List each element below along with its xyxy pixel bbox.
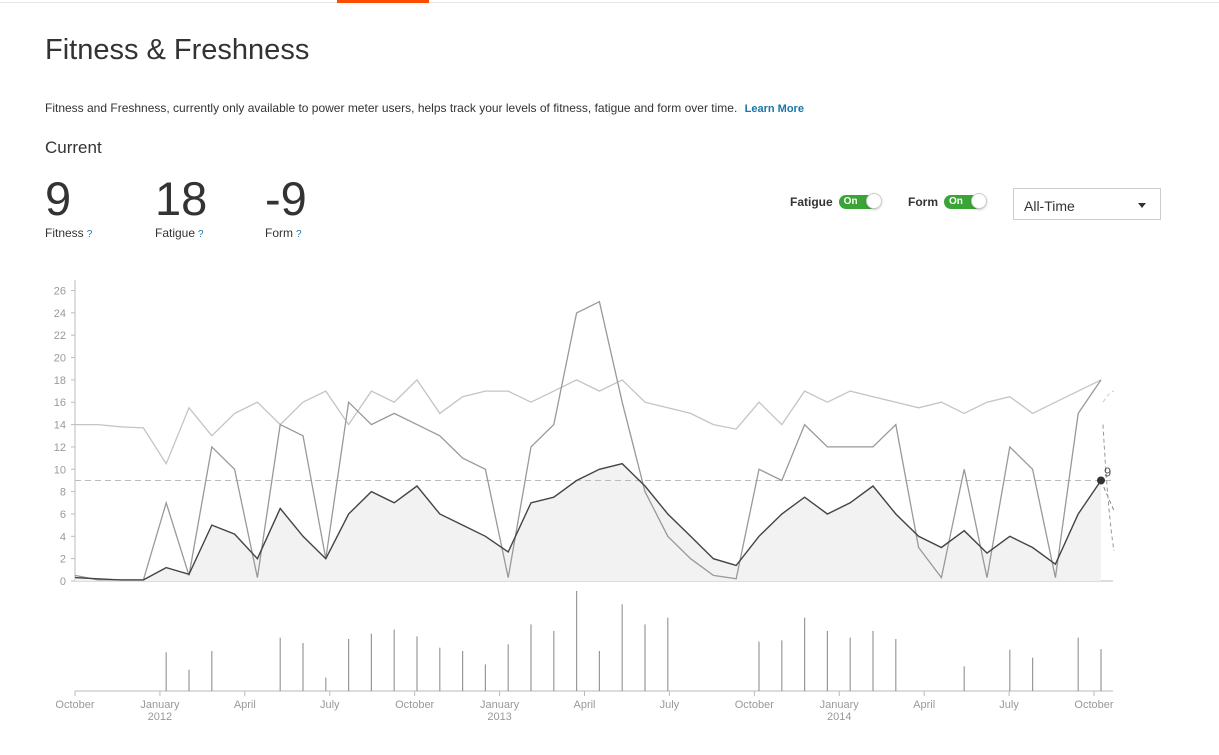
x-tick-label: January [480, 699, 520, 711]
fitness-area [75, 463, 1101, 581]
stat-fitness-value: 9 [45, 172, 72, 225]
y-tick-label: 4 [60, 531, 66, 543]
y-tick-label: 8 [60, 487, 66, 499]
stat-fitness: 9 Fitness? [45, 172, 92, 240]
fatigue-line [74, 300, 1102, 581]
help-icon[interactable]: ? [296, 229, 302, 240]
form-toggle-group: Form On [908, 193, 987, 209]
y-tick-label: 18 [54, 375, 66, 387]
toggle-knob-icon [971, 193, 987, 209]
stat-form-value: -9 [265, 172, 307, 225]
x-tick-label: October [395, 699, 434, 711]
y-tick-label: 0 [60, 576, 66, 588]
y-tick-label: 26 [54, 286, 66, 298]
y-tick-label: 22 [54, 330, 66, 342]
page-title: Fitness & Freshness [45, 34, 310, 66]
form-projection-line [1102, 390, 1115, 403]
x-tick-label: January [820, 699, 860, 711]
x-tick-year-label: 2014 [827, 711, 851, 723]
y-tick-label: 12 [54, 442, 66, 454]
x-tick-year-label: 2012 [148, 711, 172, 723]
fatigue-toggle-group: Fatigue On [790, 193, 882, 209]
x-tick-label: July [320, 699, 340, 711]
y-tick-label: 6 [60, 509, 66, 521]
form-toggle-label: Form [908, 195, 938, 209]
fatigue-projection-line [1102, 424, 1115, 551]
help-icon[interactable]: ? [86, 229, 93, 240]
stat-form: -9 Form? [265, 172, 307, 240]
x-tick-label: April [573, 699, 595, 711]
description-text: Fitness and Freshness, currently only av… [45, 101, 738, 115]
x-tick-label: April [913, 699, 935, 711]
form-line [75, 378, 1102, 466]
y-tick-label: 14 [54, 420, 66, 432]
stat-fatigue: 18 Fatigue? [155, 172, 207, 240]
y-tick-label: 20 [54, 353, 66, 365]
stat-fatigue-label: Fatigue [155, 226, 196, 240]
x-tick-label: October [1074, 699, 1113, 711]
x-tick-label: July [660, 699, 680, 711]
y-tick-label: 24 [54, 308, 66, 320]
y-tick-label: 10 [54, 464, 66, 476]
help-icon[interactable]: ? [198, 229, 204, 240]
toggle-knob-icon [865, 193, 882, 209]
x-tick-label: July [999, 699, 1019, 711]
range-select-value: All-Time [1024, 198, 1075, 214]
page-description: Fitness and Freshness, currently only av… [45, 101, 804, 115]
active-tab-indicator [337, 0, 429, 3]
stat-fitness-label: Fitness [45, 226, 84, 240]
current-heading: Current [45, 138, 102, 157]
fatigue-toggle-state: On [843, 196, 858, 207]
x-tick-label: October [735, 699, 774, 711]
fatigue-toggle-label: Fatigue [790, 195, 833, 209]
fatigue-toggle[interactable]: On [838, 193, 882, 209]
x-tick-label: October [55, 699, 94, 711]
current-fitness-label: 9 [1104, 464, 1111, 479]
form-toggle[interactable]: On [944, 193, 987, 209]
learn-more-link[interactable]: Learn More [744, 103, 804, 115]
y-tick-label: 2 [60, 554, 66, 566]
stat-fatigue-value: 18 [155, 172, 208, 225]
x-tick-label: January [140, 699, 180, 711]
x-tick-label: April [234, 699, 256, 711]
y-tick-label: 16 [54, 397, 66, 409]
top-divider [0, 2, 1219, 3]
current-fitness-marker [1097, 476, 1105, 485]
form-toggle-state: On [949, 196, 963, 207]
fitness-line [74, 462, 1102, 581]
x-tick-year-label: 2013 [487, 711, 511, 723]
chevron-down-icon [1138, 203, 1146, 208]
stat-form-label: Form [265, 226, 293, 240]
range-select[interactable]: All-Time [1013, 188, 1161, 220]
